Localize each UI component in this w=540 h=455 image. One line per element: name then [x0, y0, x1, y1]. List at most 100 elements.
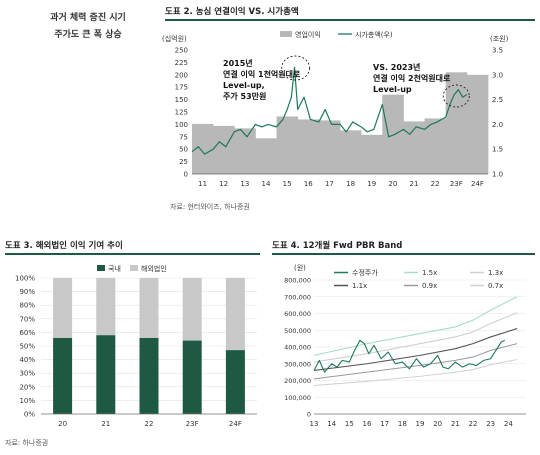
x-tick-label: 14 [327, 420, 336, 428]
right-tick-label: 3.0 [492, 71, 503, 79]
x-tick-label: 18 [346, 180, 355, 188]
x-tick-label: 22 [431, 180, 440, 188]
y-tick-label: 20% [19, 383, 35, 391]
side-note-line-2: 주가도 큰 폭 상승 [54, 30, 122, 40]
figure-3-title: 도표 3. 해외법인 이익 기여 추이 [5, 241, 123, 251]
legend-swatch-domestic [97, 265, 105, 271]
annotation-2015-line: 연결 이익 1천억원대로 [223, 69, 301, 79]
x-tick-label: 17 [380, 420, 389, 428]
x-tick-label: 20 [58, 420, 67, 428]
y-tick-label: 600,000 [284, 310, 311, 318]
price-line [313, 339, 506, 373]
x-tick-label: 22 [469, 420, 478, 428]
legend-swatch-overseas [130, 265, 138, 271]
y-tick-label: 700,000 [284, 293, 311, 301]
operating-profit-bar [318, 120, 341, 174]
operating-profit-bar [276, 116, 299, 174]
x-tick-label: 21 [410, 180, 419, 188]
legend-label: 0.7x [488, 282, 503, 290]
figure-2-title: 도표 2. 농심 연결이익 VS. 시가총액 [165, 7, 299, 17]
x-tick-label: 22 [145, 420, 154, 428]
side-note-line-1: 과거 체력 증진 시기 [50, 13, 126, 23]
figure-3-chart: 국내 해외법인 0% 10% 20% 30% 40% 50% 60% 70% 80% 90% 100% 2… [15, 264, 257, 428]
figure-4-chart: (원) 0 100,000 200,000 300,000 400,000 500,000 6… [284, 263, 526, 428]
legend-label-line: 시가총액(우) [355, 30, 393, 39]
figure-3-rule [5, 253, 260, 255]
x-tick-label: 23 [486, 420, 495, 428]
right-tick-label: 1.0 [492, 171, 503, 179]
overseas-bar [96, 278, 116, 336]
legend-label: 수정주가 [352, 268, 378, 277]
legend-label: 1.1x [352, 282, 367, 290]
y-tick-label: 40% [19, 356, 35, 364]
x-tick-label: 12 [219, 180, 228, 188]
side-note: 과거 체력 증진 시기 주가도 큰 폭 상승 [20, 10, 156, 44]
y-tick-label: 10% [19, 397, 35, 405]
domestic-bar [96, 335, 116, 414]
x-tick-label: 16 [363, 420, 372, 428]
annotation-2015-line: 주가 53만원 [223, 91, 266, 101]
x-tick-label: 11 [198, 180, 207, 188]
right-tick-label: 2.5 [492, 96, 503, 104]
annotation-2023-line: Level-up [373, 85, 412, 94]
overseas-bar [139, 278, 159, 338]
left-tick-label: 150 [175, 96, 188, 104]
x-tick-label: 21 [101, 420, 110, 428]
annotation-2023-line: VS. 2023년 [373, 62, 420, 72]
x-tick-label: 15 [283, 180, 292, 188]
y-tick-label: 70% [19, 315, 35, 323]
figure-3-source: 자료: 하나증권 [5, 439, 49, 447]
left-tick-label: 0 [184, 171, 188, 179]
operating-profit-bar [403, 121, 425, 174]
operating-profit-bar [466, 74, 489, 174]
legend-label: 1.3x [488, 269, 503, 277]
y-tick-label: 200,000 [284, 377, 311, 385]
annotation-2015-line: Level-up, [223, 81, 265, 90]
operating-profit-bar [192, 123, 214, 174]
right-tick-label: 2.0 [492, 121, 503, 129]
operating-profit-bar [424, 118, 447, 174]
y-tick-label: 100% [15, 275, 35, 283]
left-tick-label: 100 [175, 121, 188, 129]
operating-profit-bar [213, 125, 235, 174]
y-tick-label: 60% [19, 329, 35, 337]
figure-2-source: 자료: 현터와이즈, 하나증권 [170, 203, 250, 211]
operating-profit-bar [297, 119, 320, 174]
overseas-bar [53, 278, 73, 338]
annotation-2023-line: 연결 이익 2천억원대로 [373, 73, 451, 83]
x-tick-label: 15 [345, 420, 354, 428]
operating-profit-bar [255, 138, 277, 174]
figure-4-title: 도표 4. 12개월 Fwd PBR Band [272, 241, 403, 251]
right-tick-label: 3.5 [492, 47, 503, 55]
overseas-bar [225, 278, 245, 351]
operating-profit-bar [340, 130, 362, 174]
domestic-bar [225, 350, 245, 414]
y-tick-label: 50% [19, 343, 35, 351]
x-tick-label: 24F [229, 420, 242, 428]
legend-label-overseas: 해외법인 [141, 264, 167, 273]
x-tick-label: 17 [325, 180, 334, 188]
left-tick-label: 250 [175, 47, 188, 55]
operating-profit-bar [445, 72, 468, 174]
y-tick-label: 100,000 [284, 394, 311, 402]
y-tick-label: 90% [19, 288, 35, 296]
highlight-circle-2015 [281, 55, 311, 81]
domestic-bar [182, 340, 202, 414]
left-tick-label: 175 [175, 84, 188, 92]
legend-swatch-bar [280, 31, 292, 37]
legend-label: 1.5x [422, 269, 437, 277]
y-tick-label: 80% [19, 302, 35, 310]
figure-2-chart: (십억원) (조원) 영업이익 시가총액(우) 0 25 50 75 100 125 150 175 2… [162, 30, 509, 188]
x-tick-label: 21 [451, 420, 460, 428]
legend-label-domestic: 국내 [108, 264, 121, 273]
x-tick-label: 13 [310, 420, 319, 428]
left-tick-label: 125 [175, 109, 188, 117]
left-tick-label: 75 [179, 133, 188, 141]
operating-profit-bar [234, 128, 256, 174]
x-tick-label: 24 [504, 420, 513, 428]
legend-label-bar: 영업이익 [295, 30, 321, 39]
domestic-bar [139, 337, 159, 414]
legend-label: 0.9x [422, 282, 437, 290]
overseas-bar [182, 278, 202, 341]
left-tick-label: 50 [179, 146, 188, 154]
